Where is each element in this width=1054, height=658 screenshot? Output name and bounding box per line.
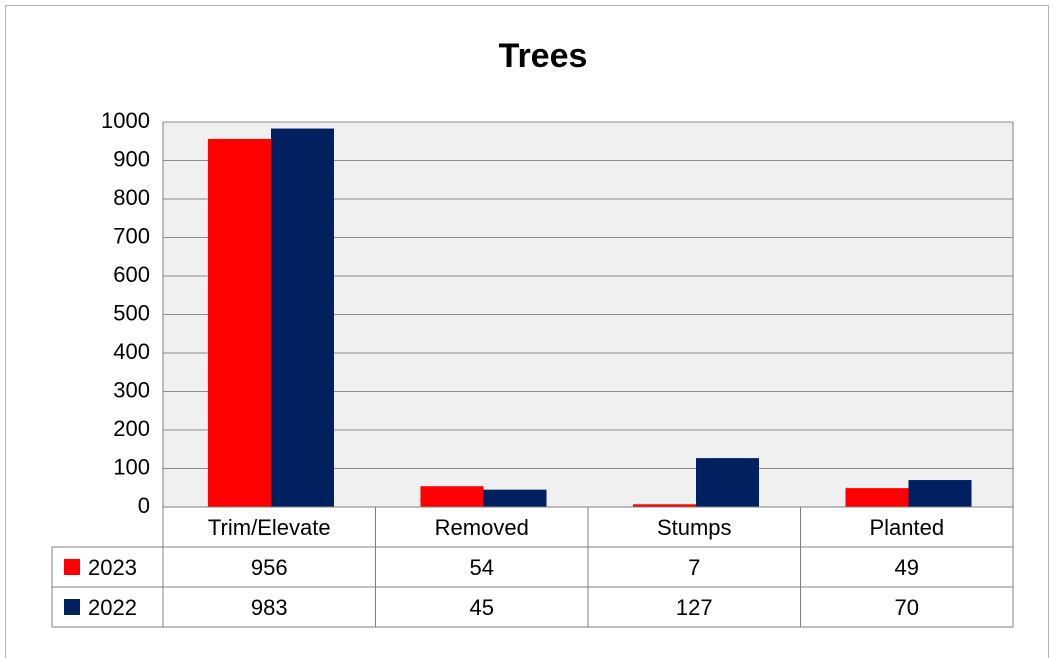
y-tick-label: 1000 xyxy=(101,108,150,133)
table-value: 127 xyxy=(676,595,713,620)
y-tick-label: 800 xyxy=(113,185,150,210)
bar xyxy=(271,128,334,508)
bar xyxy=(483,489,547,507)
bar xyxy=(208,138,271,507)
x-tick-label: Planted xyxy=(869,515,944,540)
y-tick-label: 600 xyxy=(113,262,150,287)
legend-label: 2023 xyxy=(88,555,137,580)
x-tick-label: Stumps xyxy=(657,515,732,540)
y-tick-label: 900 xyxy=(113,146,150,171)
bar xyxy=(633,504,696,507)
y-tick-label: 100 xyxy=(113,454,150,479)
table-value: 54 xyxy=(470,555,494,580)
bar xyxy=(420,486,484,507)
chart-border xyxy=(5,5,1049,658)
table-value: 983 xyxy=(251,595,288,620)
x-tick-label: Removed xyxy=(435,515,529,540)
bar xyxy=(908,480,972,507)
chart-title: Trees xyxy=(499,37,588,75)
table-value: 956 xyxy=(251,555,288,580)
y-tick-label: 0 xyxy=(138,493,150,518)
y-tick-label: 500 xyxy=(113,300,150,325)
bar xyxy=(696,458,759,507)
table-value: 49 xyxy=(895,555,919,580)
y-tick-label: 700 xyxy=(113,223,150,248)
legend-label: 2022 xyxy=(88,595,137,620)
legend-swatch xyxy=(64,559,80,575)
bar xyxy=(845,488,909,507)
table-value: 45 xyxy=(470,595,494,620)
y-tick-label: 400 xyxy=(113,339,150,364)
x-tick-label: Trim/Elevate xyxy=(208,515,331,540)
table-value: 70 xyxy=(895,595,919,620)
y-tick-label: 300 xyxy=(113,377,150,402)
legend-swatch xyxy=(64,599,80,615)
y-tick-label: 200 xyxy=(113,416,150,441)
table-value: 7 xyxy=(688,555,700,580)
